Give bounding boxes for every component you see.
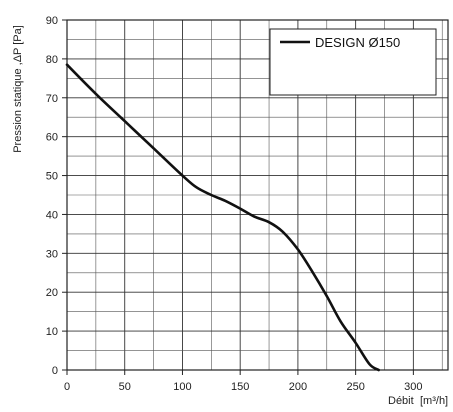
legend: DESIGN Ø150 <box>269 28 437 96</box>
x-tick-label: 100 <box>173 381 191 393</box>
y-tick-label: 40 <box>46 209 58 221</box>
x-tick-label: 300 <box>404 381 422 393</box>
y-tick-label: 80 <box>46 54 58 66</box>
y-tick-label: 20 <box>46 287 58 299</box>
y-tick-label: 10 <box>46 326 58 338</box>
y-tick-label: 70 <box>46 93 58 105</box>
x-axis-label-text: Débit <box>388 395 414 407</box>
y-axis-label: Pression statique ,ΔP [Pa] <box>12 25 24 153</box>
y-tick-label: 50 <box>46 171 58 183</box>
legend-box <box>269 28 437 96</box>
y-tick-label: 30 <box>46 248 58 260</box>
y-tick-label: 0 <box>52 365 58 377</box>
x-tick-label: 0 <box>64 381 70 393</box>
series-line-design-150 <box>65 63 380 372</box>
x-axis-label: Débit [m³/h] <box>388 395 448 407</box>
x-tick-label: 150 <box>231 381 249 393</box>
x-tick-label: 200 <box>289 381 307 393</box>
legend-label: DESIGN Ø150 <box>315 35 400 50</box>
x-tick-labels: 0 50 100 150 200 250 300 <box>64 370 423 393</box>
y-tick-label: 90 <box>46 15 58 27</box>
y-tick-labels: 0 10 20 30 40 50 60 70 80 90 <box>46 15 67 377</box>
x-tick-label: 50 <box>119 381 131 393</box>
y-tick-label: 60 <box>46 132 58 144</box>
x-axis-label-unit: [m³/h] <box>420 395 448 407</box>
x-tick-label: 250 <box>346 381 364 393</box>
plot-frame <box>66 19 449 371</box>
